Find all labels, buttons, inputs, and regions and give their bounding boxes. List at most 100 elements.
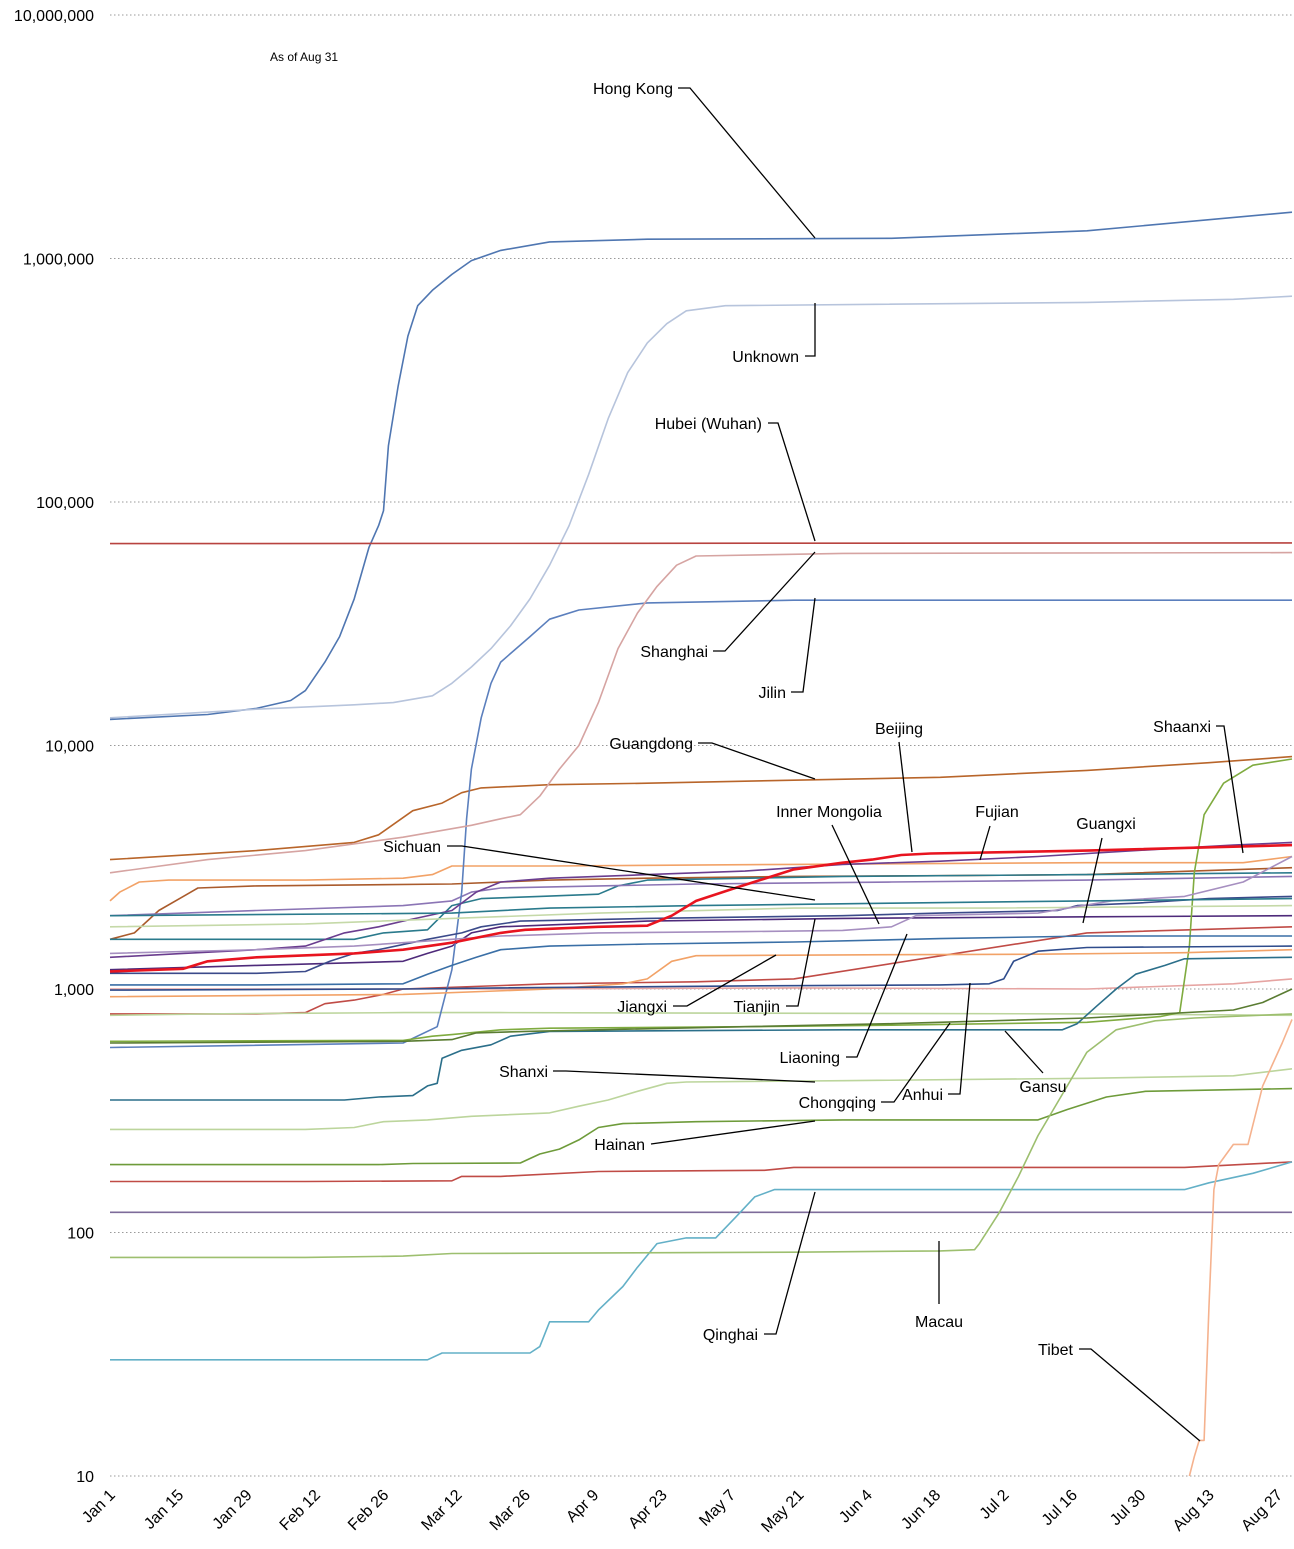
- series-line-guangxi: [110, 895, 1293, 975]
- leader-sichuan: [447, 845, 816, 901]
- label-jilin: Jilin: [758, 685, 786, 702]
- x-tick-label: Aug 27: [1238, 1487, 1286, 1535]
- x-tick-label: Jul 16: [1039, 1487, 1081, 1529]
- series-line-hong-kong: [109, 211, 1293, 721]
- y-tick-label: 100,000: [36, 495, 94, 512]
- series-line-other-1: [109, 855, 1293, 902]
- label-macau: Macau: [915, 1314, 963, 1331]
- x-tick-label: Jun 18: [898, 1487, 944, 1533]
- label-sichuan: Sichuan: [383, 839, 441, 856]
- x-tick-label: Jun 4: [836, 1487, 876, 1527]
- series-line-other-7: [110, 1161, 1293, 1183]
- leader-jiangxi: [673, 954, 777, 1007]
- label-chongqing: Chongqing: [799, 1095, 876, 1112]
- series-line-other-3: [109, 875, 1293, 917]
- series-line-other-4: [109, 914, 1293, 971]
- leader-shanghai: [713, 551, 816, 652]
- leader-jilin: [791, 597, 816, 693]
- leader-guangxi: [1082, 837, 1103, 924]
- label-tianjin: Tianjin: [733, 999, 780, 1016]
- series-line-macau: [110, 1013, 1293, 1259]
- series-line-anhui: [109, 945, 1293, 991]
- x-tick-label: Mar 12: [418, 1487, 465, 1534]
- label-jiangxi: Jiangxi: [617, 999, 667, 1016]
- series-line-guangdong: [109, 755, 1293, 861]
- x-tick-label: Jan 15: [141, 1487, 187, 1533]
- leader-shaanxi: [1216, 725, 1244, 854]
- x-tick-label: Mar 26: [487, 1487, 534, 1534]
- leader-shanxi: [553, 1070, 816, 1083]
- series-line-qinghai: [110, 1161, 1293, 1361]
- series-line-hainan: [110, 1087, 1293, 1166]
- x-tick-label: Apr 23: [625, 1487, 670, 1532]
- series-line-chongqing: [109, 988, 1293, 1044]
- y-axis-tick-labels: 10 100 1,000 10,000 100,000 1,000,000 10,000,0…: [14, 8, 94, 1486]
- label-hubei: Hubei (Wuhan): [655, 416, 762, 433]
- x-tick-label: Jan 29: [210, 1487, 256, 1533]
- label-hainan: Hainan: [594, 1137, 645, 1154]
- series-line-fujian: [109, 841, 1293, 959]
- x-tick-label: Feb 26: [345, 1487, 392, 1534]
- y-tick-label: 100: [67, 1226, 94, 1243]
- x-tick-label: May 7: [696, 1487, 739, 1530]
- series-line-shaanxi: [109, 758, 1293, 1043]
- x-tick-label: Jul 2: [977, 1487, 1013, 1523]
- y-tick-label: 1,000: [54, 982, 94, 999]
- leader-qinghai: [764, 1191, 816, 1335]
- series-line-beijing: [109, 843, 1293, 973]
- series-line-shanxi: [110, 1068, 1293, 1131]
- x-tick-label: Jan 1: [79, 1487, 119, 1527]
- label-unknown: Unknown: [732, 349, 799, 366]
- leader-tianjin: [786, 918, 816, 1007]
- as-of-annotation: As of Aug 31: [270, 50, 338, 64]
- x-tick-label: Jul 30: [1107, 1487, 1149, 1529]
- leader-chongqing: [881, 1022, 951, 1103]
- label-qinghai: Qinghai: [703, 1327, 758, 1344]
- leader-guangdong: [698, 742, 816, 780]
- y-tick-label: 10,000: [45, 739, 94, 756]
- leader-fujian: [979, 825, 991, 861]
- series-callouts: Hong Kong Unknown Hubei (Wuhan) Shanghai…: [383, 81, 1244, 1442]
- series-line-tibet: [1188, 1019, 1293, 1477]
- y-tick-label: 10: [76, 1469, 94, 1486]
- series-line-other-9: [109, 1011, 1293, 1017]
- leader-hainan: [650, 1120, 816, 1145]
- leader-liaoning: [846, 933, 908, 1058]
- label-shanxi: Shanxi: [499, 1064, 548, 1081]
- label-beijing: Beijing: [875, 721, 923, 738]
- label-guangdong: Guangdong: [609, 736, 693, 753]
- x-tick-label: Apr 9: [563, 1487, 602, 1526]
- leader-unknown: [805, 303, 816, 357]
- label-liaoning: Liaoning: [780, 1050, 841, 1067]
- series-line-liaoning: [109, 897, 1293, 917]
- y-tick-label: 1,000,000: [23, 252, 94, 269]
- leader-anhui: [948, 982, 971, 1095]
- series-line-other-2: [110, 872, 1293, 941]
- label-gansu: Gansu: [1019, 1079, 1066, 1096]
- leader-tibet: [1079, 1348, 1201, 1442]
- label-fujian: Fujian: [975, 804, 1019, 821]
- label-anhui: Anhui: [902, 1087, 943, 1104]
- series-line-hubei-wuhan-: [109, 542, 1293, 545]
- leader-hubei: [768, 422, 816, 542]
- series-line-shanghai: [109, 551, 1293, 874]
- label-shaanxi: Shaanxi: [1153, 719, 1211, 736]
- label-inner-mongolia: Inner Mongolia: [776, 804, 882, 821]
- x-tick-label: Aug 13: [1170, 1487, 1218, 1535]
- x-tick-label: May 21: [758, 1487, 807, 1536]
- series-line-unknown: [109, 295, 1293, 719]
- x-axis-tick-labels: Jan 1 Jan 15 Jan 29 Feb 12 Feb 26 Mar 12 Mar 2…: [79, 1487, 1286, 1536]
- leader-gansu: [1004, 1030, 1044, 1074]
- series-line-gansu: [110, 956, 1293, 1101]
- label-shanghai: Shanghai: [640, 644, 708, 661]
- series-line-inner-mongolia: [109, 855, 1293, 955]
- label-tibet: Tibet: [1038, 1342, 1074, 1359]
- leader-hong-kong: [678, 87, 816, 239]
- label-hong-kong: Hong Kong: [593, 81, 673, 98]
- x-tick-label: Feb 12: [277, 1487, 324, 1534]
- series-lines: [109, 211, 1293, 1477]
- leader-inner-mongolia: [831, 824, 880, 925]
- label-guangxi: Guangxi: [1076, 816, 1136, 833]
- series-line-jilin: [109, 599, 1292, 1049]
